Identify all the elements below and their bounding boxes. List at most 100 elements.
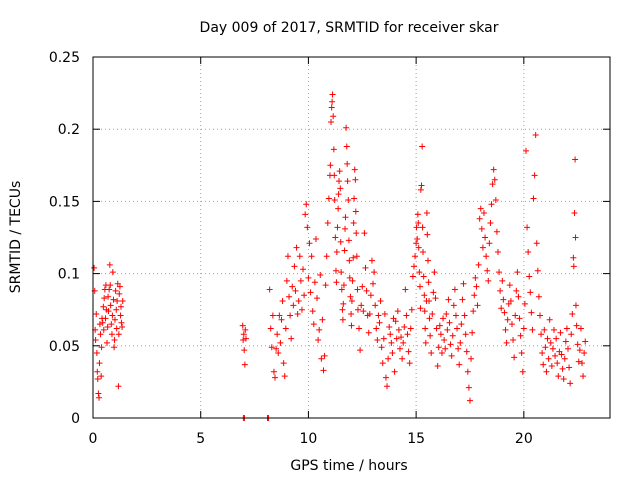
data-point [450, 302, 457, 309]
data-point [391, 368, 398, 375]
data-point [307, 289, 314, 296]
data-point [405, 348, 412, 355]
data-point [406, 360, 413, 367]
data-point [352, 176, 359, 183]
data-point [533, 240, 540, 247]
data-point [540, 361, 547, 368]
data-point [277, 339, 284, 346]
data-point [402, 286, 409, 293]
data-point [105, 308, 112, 315]
data-point [110, 296, 117, 303]
data-point [115, 383, 122, 390]
data-point [562, 338, 569, 345]
data-point [339, 306, 346, 313]
data-point [438, 350, 445, 357]
data-point [378, 344, 385, 351]
data-point [106, 261, 113, 268]
data-point [349, 277, 356, 284]
data-point [320, 367, 327, 374]
data-point [476, 215, 483, 222]
data-point [365, 329, 372, 336]
data-point [353, 230, 360, 237]
data-point [408, 306, 415, 313]
data-point [287, 312, 294, 319]
data-point [113, 306, 120, 313]
data-point [516, 315, 523, 322]
data-point [463, 348, 470, 355]
data-point [269, 312, 276, 319]
data-point [570, 263, 577, 270]
data-point [466, 397, 473, 404]
data-point [376, 319, 383, 326]
data-point [526, 273, 533, 280]
data-point [432, 295, 439, 302]
data-point [346, 274, 353, 281]
data-point [454, 325, 461, 332]
data-point [330, 146, 337, 153]
data-point [572, 302, 579, 309]
x-tick-label: 5 [196, 431, 205, 447]
data-point [384, 383, 391, 390]
data-point [308, 253, 315, 260]
data-point [111, 337, 118, 344]
data-point [280, 360, 287, 367]
data-point [478, 225, 485, 232]
data-point [278, 316, 285, 323]
y-tick-label: 0.05 [49, 339, 80, 355]
data-point [296, 253, 303, 260]
plot-frame [92, 56, 611, 419]
data-point [441, 337, 448, 344]
data-point [392, 318, 399, 325]
data-point [305, 274, 312, 281]
data-point [344, 160, 351, 167]
data-point [568, 331, 575, 338]
data-point [403, 312, 410, 319]
data-point [343, 124, 350, 131]
data-point [543, 368, 550, 375]
data-point [442, 345, 449, 352]
data-point [538, 331, 545, 338]
data-point [270, 368, 277, 375]
data-point [580, 373, 587, 380]
data-point [118, 319, 125, 326]
data-point [315, 337, 322, 344]
data-point [431, 269, 438, 276]
data-point [338, 286, 345, 293]
data-point [375, 312, 382, 319]
data-point [242, 335, 249, 342]
data-point [553, 335, 560, 342]
data-point [494, 248, 501, 255]
data-point [100, 326, 107, 333]
data-point [421, 308, 428, 315]
y-tick-label: 0.25 [49, 50, 80, 66]
data-point [98, 344, 105, 351]
data-point [105, 293, 112, 300]
data-point [333, 279, 340, 286]
data-point [116, 283, 123, 290]
data-point [118, 303, 125, 310]
data-point [303, 201, 310, 208]
data-point [274, 331, 281, 338]
data-point [545, 355, 552, 362]
data-point [468, 355, 475, 362]
data-point [327, 162, 334, 169]
data-point [310, 321, 317, 328]
data-point [268, 344, 275, 351]
data-point [539, 350, 546, 357]
data-point [547, 339, 554, 346]
data-point [385, 355, 392, 362]
data-point [485, 277, 492, 284]
data-point [561, 355, 568, 362]
data-point [422, 339, 429, 346]
y-tick-label: 0 [71, 411, 80, 427]
data-point [330, 113, 337, 120]
data-point [437, 331, 444, 338]
chart-title: Day 009 of 2017, SRMTID for receiver ska… [200, 20, 499, 36]
data-point [489, 181, 496, 188]
data-point [104, 339, 111, 346]
data-point [399, 355, 406, 362]
data-point [572, 234, 579, 241]
data-point [477, 205, 484, 212]
data-point [106, 286, 113, 293]
